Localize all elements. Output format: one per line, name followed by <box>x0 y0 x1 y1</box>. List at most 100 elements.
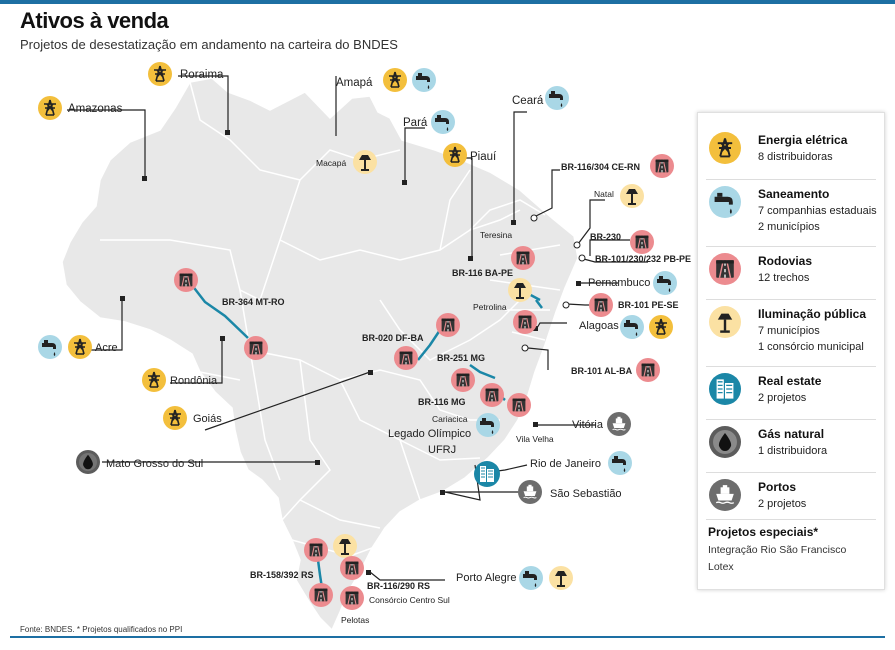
label-consorcio: Consórcio Centro Sul <box>369 595 450 605</box>
legend-line: 1 distribuidora <box>758 445 828 457</box>
label-br020: BR-020 DF-BA <box>362 333 424 343</box>
legend-line: 12 trechos <box>758 272 810 284</box>
city-dot <box>225 130 230 135</box>
legend-item-gas: Gás natural 1 distribuidora <box>708 425 878 469</box>
ship-icon <box>518 480 542 504</box>
legend-title: Gás natural <box>758 427 825 441</box>
ship-icon <box>709 479 741 511</box>
road-icon <box>304 538 328 562</box>
page-subtitle: Projetos de desestatização em andamento … <box>20 37 398 52</box>
city-dot <box>573 241 581 249</box>
water-faucet-icon <box>412 68 436 92</box>
city-dot <box>220 336 225 341</box>
label-pernambuco: Pernambuco <box>588 277 650 289</box>
label-vila-velha: Vila Velha <box>516 434 554 444</box>
special-project-item: Lotex <box>708 561 734 573</box>
legend-item-energy: Energia elétrica 8 distribuidoras <box>708 131 878 175</box>
legend-divider <box>706 299 876 300</box>
road-icon <box>650 154 674 178</box>
city-dot <box>366 570 371 575</box>
legend-line: 8 distribuidoras <box>758 151 833 163</box>
gas-drop-icon <box>76 450 100 474</box>
label-porto-alegre: Porto Alegre <box>456 572 517 584</box>
map-icons <box>38 62 677 610</box>
label-rondonia: Rondônia <box>170 375 218 387</box>
label-macapa: Macapá <box>316 158 347 168</box>
power-tower-icon <box>383 68 407 92</box>
bottom-rule <box>10 636 885 638</box>
city-dot <box>530 214 538 222</box>
city-dot <box>533 422 538 427</box>
road-icon <box>244 336 268 360</box>
legend-divider <box>706 419 876 420</box>
legend-title: Energia elétrica <box>758 133 848 147</box>
label-sao-sebastiao: São Sebastião <box>550 488 622 500</box>
building-icon <box>709 373 741 405</box>
city-dot <box>521 344 529 352</box>
road-icon <box>507 393 531 417</box>
water-faucet-icon <box>476 413 500 437</box>
label-mato-grosso-sul: Mato Grosso do Sul <box>106 458 203 470</box>
legend-line: 7 companhias estaduais <box>758 205 877 217</box>
label-br101-alba: BR-101 AL-BA <box>571 366 633 376</box>
power-tower-icon <box>649 315 673 339</box>
city-dot <box>576 281 581 286</box>
road-icon <box>451 368 475 392</box>
legend-divider <box>706 179 876 180</box>
label-petrolina: Petrolina <box>473 302 507 312</box>
label-amapa: Amapá <box>336 77 373 89</box>
water-faucet-icon <box>709 186 741 218</box>
legend-divider <box>706 246 876 247</box>
special-projects-title: Projetos especiais* <box>708 525 819 539</box>
power-tower-icon <box>68 335 92 359</box>
legend-divider <box>706 472 876 473</box>
legend-line: 2 projetos <box>758 392 807 404</box>
legend-line: 2 municípios <box>758 221 820 233</box>
label-acre: Acre <box>95 342 118 354</box>
legend-title: Real estate <box>758 374 822 388</box>
label-pelotas: Pelotas <box>341 615 369 625</box>
label-piaui: Piauí <box>470 151 497 163</box>
power-tower-icon <box>709 132 741 164</box>
label-br116-mg: BR-116 MG <box>418 397 466 407</box>
city-dot <box>120 296 125 301</box>
street-lamp-icon <box>333 534 357 558</box>
ship-icon <box>607 412 631 436</box>
label-goias: Goiás <box>193 413 222 425</box>
label-teresina: Teresina <box>480 230 512 240</box>
label-legado-olimpico: Legado Olímpico <box>388 428 471 440</box>
legend-title: Portos <box>758 480 797 494</box>
city-dot <box>511 220 516 225</box>
label-br101-230: BR-101/230/232 PB-PE <box>595 254 691 264</box>
street-lamp-icon <box>353 150 377 174</box>
water-faucet-icon <box>620 315 644 339</box>
legend-line: 2 projetos <box>758 498 807 510</box>
legend-item-roads: Rodovias 12 trechos <box>708 252 878 296</box>
legend-item-real-estate: Real estate 2 projetos <box>708 372 878 416</box>
road-icon <box>340 556 364 580</box>
road-icon <box>513 310 537 334</box>
label-ufrj: UFRJ <box>428 444 456 456</box>
label-natal: Natal <box>594 189 614 199</box>
label-ceara: Ceará <box>512 95 544 107</box>
road-icon <box>436 313 460 337</box>
legend-divider <box>706 366 876 367</box>
label-vitoria: Vitória <box>572 419 604 431</box>
legend-line: 7 municípios <box>758 325 820 337</box>
city-dot <box>468 256 473 261</box>
label-cariacica: Cariacica <box>432 414 468 424</box>
street-lamp-icon <box>620 184 644 208</box>
city-dot <box>402 180 407 185</box>
city-dot <box>368 370 373 375</box>
label-br251: BR-251 MG <box>437 353 485 363</box>
legend-item-lighting: Iluminação pública 7 municípios 1 consór… <box>708 305 878 361</box>
label-amazonas: Amazonas <box>68 103 123 115</box>
label-br116-290: BR-116/290 RS <box>367 581 430 591</box>
street-lamp-icon <box>549 566 573 590</box>
label-br364: BR-364 MT-RO <box>222 297 285 307</box>
road-icon <box>511 246 535 270</box>
label-br116-304: BR-116/304 CE-RN <box>561 162 640 172</box>
label-br116-bape: BR-116 BA-PE <box>452 268 513 278</box>
power-tower-icon <box>443 143 467 167</box>
